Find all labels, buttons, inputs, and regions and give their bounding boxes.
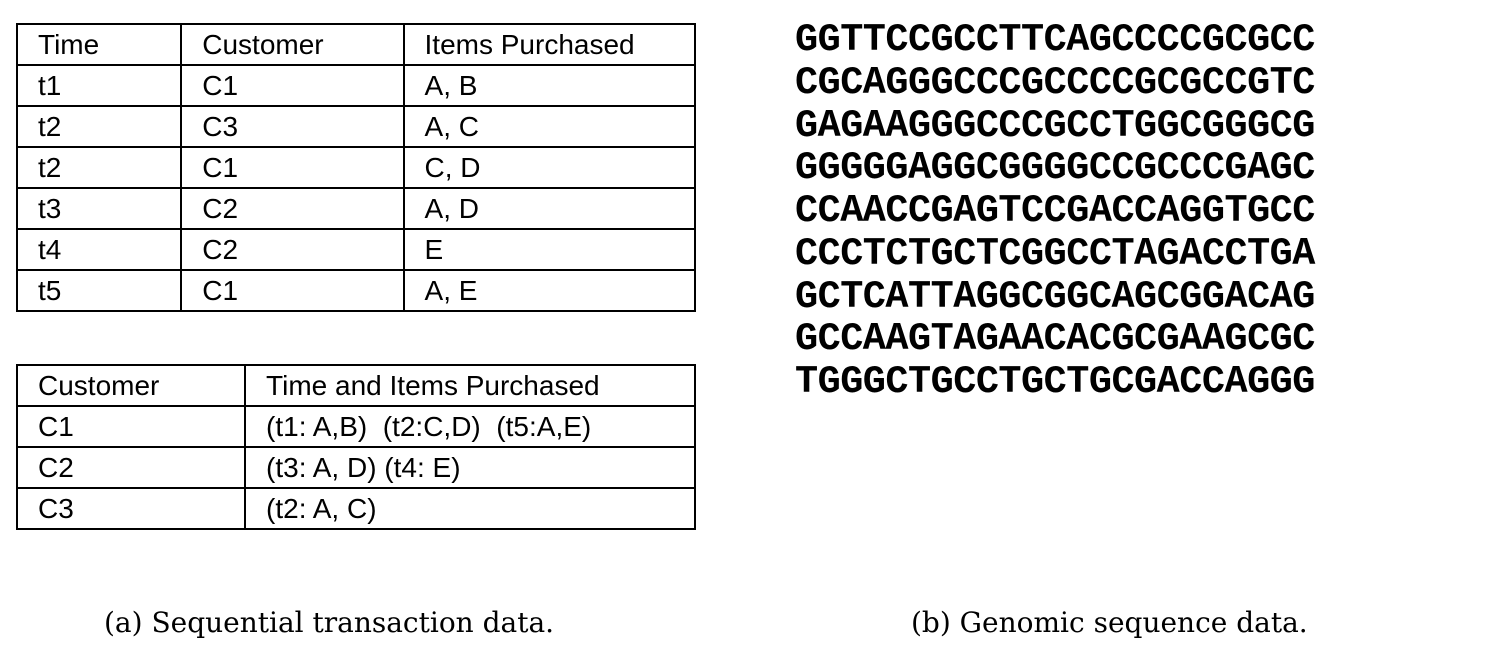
cell-sequence: (t1: A,B) (t2:C,D) (t5:A,E) — [244, 405, 696, 448]
cell-customer: C1 — [15, 405, 247, 448]
header-items-purchased: Items Purchased — [402, 23, 697, 66]
cell-items: C, D — [402, 146, 697, 189]
cell-items: A, D — [402, 187, 697, 230]
cell-items: A, E — [402, 269, 697, 312]
cell-time: t3 — [15, 187, 183, 230]
cell-items: E — [402, 228, 697, 271]
table-header-row: Time Customer Items Purchased — [15, 23, 697, 66]
table-row: t1 C1 A, B — [15, 64, 697, 107]
genomic-sequence-block: GGTTCCGCCTTCAGCCCCGCGCC CGCAGGGCCCGCCCCG… — [795, 19, 1315, 404]
table-header-row: Customer Time and Items Purchased — [15, 364, 696, 407]
table-row: C3 (t2: A, C) — [15, 487, 696, 530]
sequence-line: CGCAGGGCCCGCCCCGCGCCGTC — [795, 60, 1315, 105]
header-time: Time — [15, 23, 183, 66]
cell-customer: C1 — [180, 146, 405, 189]
cell-sequence: (t3: A, D) (t4: E) — [244, 446, 696, 489]
sequence-line: GCCAAGTAGAACACGCGAAGCGC — [795, 317, 1315, 362]
sequence-line: CCCTCTGCTCGGCCTAGACCTGA — [795, 231, 1315, 276]
table-row: t4 C2 E — [15, 228, 697, 271]
sequence-line: TGGGCTGCCTGCTGCGACCAGGG — [795, 360, 1315, 404]
sequence-line: GGTTCCGCCTTCAGCCCCGCGCC — [795, 18, 1315, 62]
header-time-and-items: Time and Items Purchased — [244, 364, 696, 407]
cell-customer: C2 — [15, 446, 247, 489]
caption-genomic-sequence: (b) Genomic sequence data. — [911, 606, 1308, 639]
cell-sequence: (t2: A, C) — [244, 487, 696, 530]
cell-items: A, C — [402, 105, 697, 148]
cell-time: t2 — [15, 146, 183, 189]
cell-customer: C1 — [180, 269, 405, 312]
table-row: t3 C2 A, D — [15, 187, 697, 230]
cell-time: t2 — [15, 105, 183, 148]
cell-customer: C3 — [180, 105, 405, 148]
table-row: C1 (t1: A,B) (t2:C,D) (t5:A,E) — [15, 405, 696, 448]
cell-time: t1 — [15, 64, 183, 107]
transaction-table: Time Customer Items Purchased t1 C1 A, B… — [15, 23, 697, 312]
cell-items: A, B — [402, 64, 697, 107]
cell-customer: C1 — [180, 64, 405, 107]
cell-customer: C2 — [180, 187, 405, 230]
sequence-line: GAGAAGGGCCCGCCTGGCGGGCG — [795, 103, 1315, 148]
caption-sequential-transaction: (a) Sequential transaction data. — [104, 606, 555, 639]
sequence-line: CCAACCGAGTCCGACCAGGTGCC — [795, 189, 1315, 233]
cell-time: t4 — [15, 228, 183, 271]
table-row: C2 (t3: A, D) (t4: E) — [15, 446, 696, 489]
cell-customer: C3 — [15, 487, 247, 530]
table-row: t2 C1 C, D — [15, 146, 697, 189]
table-row: t2 C3 A, C — [15, 105, 697, 148]
header-customer: Customer — [15, 364, 247, 407]
customer-sequence-table: Customer Time and Items Purchased C1 (t1… — [15, 364, 696, 530]
cell-customer: C2 — [180, 228, 405, 271]
cell-time: t5 — [15, 269, 183, 312]
sequence-line: GGGGGAGGCGGGGCCGCCCGAGC — [795, 146, 1315, 191]
sequence-line: GCTCATTAGGCGGCAGCGGACAG — [795, 274, 1315, 319]
header-customer: Customer — [180, 23, 405, 66]
table-row: t5 C1 A, E — [15, 269, 697, 312]
